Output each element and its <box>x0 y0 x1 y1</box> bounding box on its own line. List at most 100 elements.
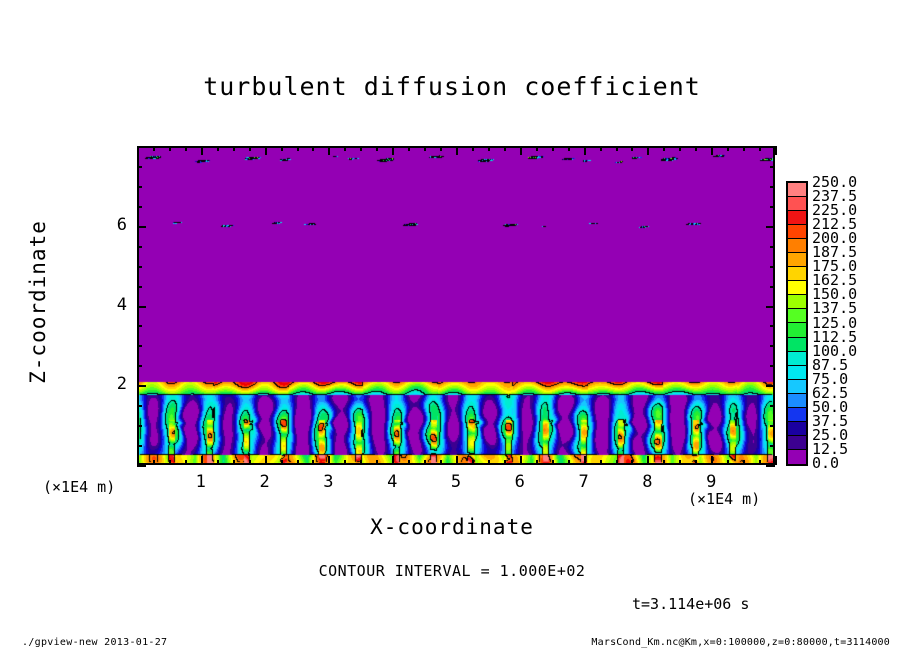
colorbar-tick-label: 187.5 <box>812 243 858 262</box>
axis-tick <box>137 185 142 188</box>
colorbar-tick-label: 237.5 <box>812 187 858 206</box>
axis-tick <box>770 425 775 428</box>
axis-tick <box>248 460 251 465</box>
plot-area <box>137 146 775 465</box>
axis-tick <box>727 460 730 465</box>
colorbar-tick-label: 162.5 <box>812 271 858 290</box>
axis-tick <box>766 225 775 228</box>
colorbar-band <box>788 379 806 394</box>
axis-tick <box>519 456 522 465</box>
axis-tick <box>743 146 746 151</box>
axis-tick <box>631 146 634 151</box>
x-tick-label: 2 <box>259 472 270 492</box>
axis-tick <box>535 460 538 465</box>
axis-tick <box>200 146 203 155</box>
x-tick-label: 8 <box>642 472 653 492</box>
axis-tick <box>392 146 395 155</box>
x-tick-label: 6 <box>514 472 525 492</box>
y-tick-label: 6 <box>116 214 127 235</box>
axis-tick <box>770 445 775 448</box>
colorbar-tick-label: 175.0 <box>812 257 858 276</box>
axis-tick <box>770 345 775 348</box>
axis-tick <box>615 460 618 465</box>
axis-tick <box>599 460 602 465</box>
colorbar-labels: 250.0 237.5 225.0 212.5 200.0 187.5 175.0 162.5… <box>812 173 882 472</box>
axis-tick <box>647 456 650 465</box>
colorbar-band <box>788 239 806 254</box>
axis-tick <box>456 456 458 465</box>
colorbar-band <box>788 211 806 226</box>
contour-field <box>139 148 773 463</box>
axis-tick <box>766 146 775 148</box>
axis-tick <box>216 460 219 465</box>
axis-tick <box>727 146 730 151</box>
axis-tick <box>770 325 775 328</box>
axis-tick <box>137 325 142 328</box>
axis-tick <box>615 146 618 151</box>
axis-tick <box>695 146 698 151</box>
axis-tick <box>376 460 379 465</box>
colorbar-band <box>788 253 806 268</box>
axis-tick <box>766 385 775 388</box>
axis-tick <box>137 305 146 308</box>
axis-tick <box>137 285 142 288</box>
page-title: turbulent diffusion coefficient <box>203 72 701 101</box>
colorbar-tick-label: 87.5 <box>812 355 849 374</box>
axis-tick <box>775 456 777 465</box>
colorbar-tick-label: 37.5 <box>812 411 849 430</box>
axis-tick <box>535 146 538 151</box>
axis-tick <box>344 460 347 465</box>
footer-command: ./gpview-new 2013-01-27 <box>22 637 168 648</box>
colorbar-band <box>788 421 806 436</box>
colorbar-tick-label: 62.5 <box>812 383 849 402</box>
axis-tick <box>770 205 775 208</box>
contour-interval-note: CONTOUR INTERVAL = 1.000E+02 <box>318 562 586 580</box>
x-tick-label: 3 <box>323 472 334 492</box>
axis-tick <box>280 460 283 465</box>
axis-tick <box>328 146 331 155</box>
axis-tick <box>503 460 506 465</box>
axis-tick <box>770 365 775 368</box>
axis-tick <box>137 425 142 428</box>
axis-tick <box>770 265 775 268</box>
axis-tick <box>360 146 363 151</box>
axis-tick <box>440 460 443 465</box>
axis-tick <box>376 146 379 151</box>
colorbar-tick-label: 250.0 <box>812 173 858 191</box>
axis-tick <box>567 146 570 151</box>
colorbar-tick-label: 75.0 <box>812 369 849 388</box>
colorbar-band <box>788 281 806 296</box>
colorbar-band <box>788 225 806 240</box>
y-axis-title: Z-coordinate <box>26 220 50 384</box>
x-tick-label: 9 <box>706 472 717 492</box>
x-tick-label: 5 <box>450 472 462 492</box>
x-tick-label: 7 <box>578 472 589 492</box>
colorbar-tick-label: 12.5 <box>812 439 849 458</box>
y-tick-label: 2 <box>116 374 127 395</box>
axis-tick <box>296 146 299 151</box>
colorbar-band <box>788 267 806 282</box>
colorbar-tick-label: 25.0 <box>812 425 849 444</box>
axis-tick <box>137 225 146 228</box>
axis-tick <box>184 146 187 151</box>
x-tick-label: 1 <box>195 472 206 492</box>
axis-tick <box>137 205 142 208</box>
axis-tick <box>184 460 187 465</box>
colorbar-band <box>788 351 806 366</box>
axis-tick <box>770 185 775 188</box>
axis-tick <box>216 146 219 151</box>
axis-tick <box>770 285 775 288</box>
colorbar-band <box>788 393 806 408</box>
footer-source: MarsCond_Km.nc@Km,x=0:100000,z=0:80000,t… <box>591 637 890 648</box>
axis-tick <box>456 146 458 155</box>
axis-tick <box>264 456 267 465</box>
axis-tick <box>711 456 714 465</box>
axis-tick <box>471 460 474 465</box>
colorbar-tick-label: 150.0 <box>812 285 858 304</box>
axis-tick <box>679 146 682 151</box>
axis-tick <box>280 146 283 151</box>
axis-tick <box>137 165 142 168</box>
axis-tick <box>152 460 155 465</box>
axis-tick <box>137 405 142 408</box>
colorbar-band <box>788 449 806 464</box>
